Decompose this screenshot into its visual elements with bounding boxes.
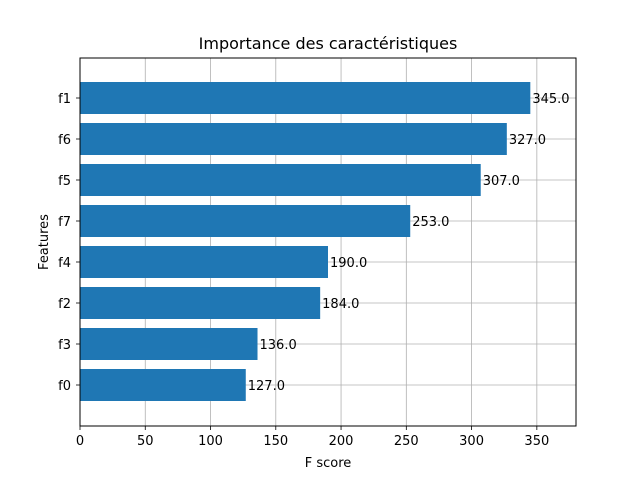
y-tick-label-f1: f1 xyxy=(58,92,71,107)
bars xyxy=(80,82,531,401)
x-tick-label: 250 xyxy=(394,434,419,449)
bar-f6 xyxy=(80,123,507,155)
value-label-f3: 136.0 xyxy=(260,338,297,353)
y-tick-label-f4: f4 xyxy=(58,256,71,271)
x-tick-label: 150 xyxy=(263,434,288,449)
y-axis-label: Features xyxy=(37,214,52,270)
value-label-f0: 127.0 xyxy=(248,379,285,394)
x-tick-label: 300 xyxy=(459,434,484,449)
y-tick-label-f5: f5 xyxy=(58,174,71,189)
value-labels: 127.0 136.0 184.0 190.0 253.0 307.0 327.0 345.0 xyxy=(248,92,570,394)
bar-f1 xyxy=(80,82,531,114)
chart-title: Importance des caractéristiques xyxy=(199,34,458,53)
value-label-f7: 253.0 xyxy=(412,215,449,230)
value-label-f2: 184.0 xyxy=(322,297,359,312)
y-axis-ticks: f0 f3 f2 f4 f7 f5 f6 f1 xyxy=(58,92,80,394)
bar-f0 xyxy=(80,369,246,401)
y-tick-label-f6: f6 xyxy=(58,133,71,148)
bar-f5 xyxy=(80,164,481,196)
value-label-f5: 307.0 xyxy=(483,174,520,189)
value-label-f6: 327.0 xyxy=(509,133,546,148)
bar-f2 xyxy=(80,287,321,319)
x-tick-label: 350 xyxy=(524,434,549,449)
value-label-f1: 345.0 xyxy=(532,92,569,107)
x-axis-label: F score xyxy=(305,456,352,471)
y-tick-label-f0: f0 xyxy=(58,379,71,394)
plot-frame xyxy=(79,57,577,427)
x-axis-ticks: 0 50 100 150 200 250 300 350 xyxy=(76,426,549,449)
bar-f3 xyxy=(80,328,258,360)
x-tick-label: 200 xyxy=(329,434,354,449)
y-tick-label-f3: f3 xyxy=(58,338,71,353)
bar-f7 xyxy=(80,205,411,237)
y-tick-label-f7: f7 xyxy=(58,215,71,230)
bar-f4 xyxy=(80,246,328,278)
y-tick-label-f2: f2 xyxy=(58,297,71,312)
x-tick-label: 50 xyxy=(137,434,154,449)
x-tick-label: 100 xyxy=(198,434,223,449)
value-label-f4: 190.0 xyxy=(330,256,367,271)
x-tick-label: 0 xyxy=(76,434,84,449)
